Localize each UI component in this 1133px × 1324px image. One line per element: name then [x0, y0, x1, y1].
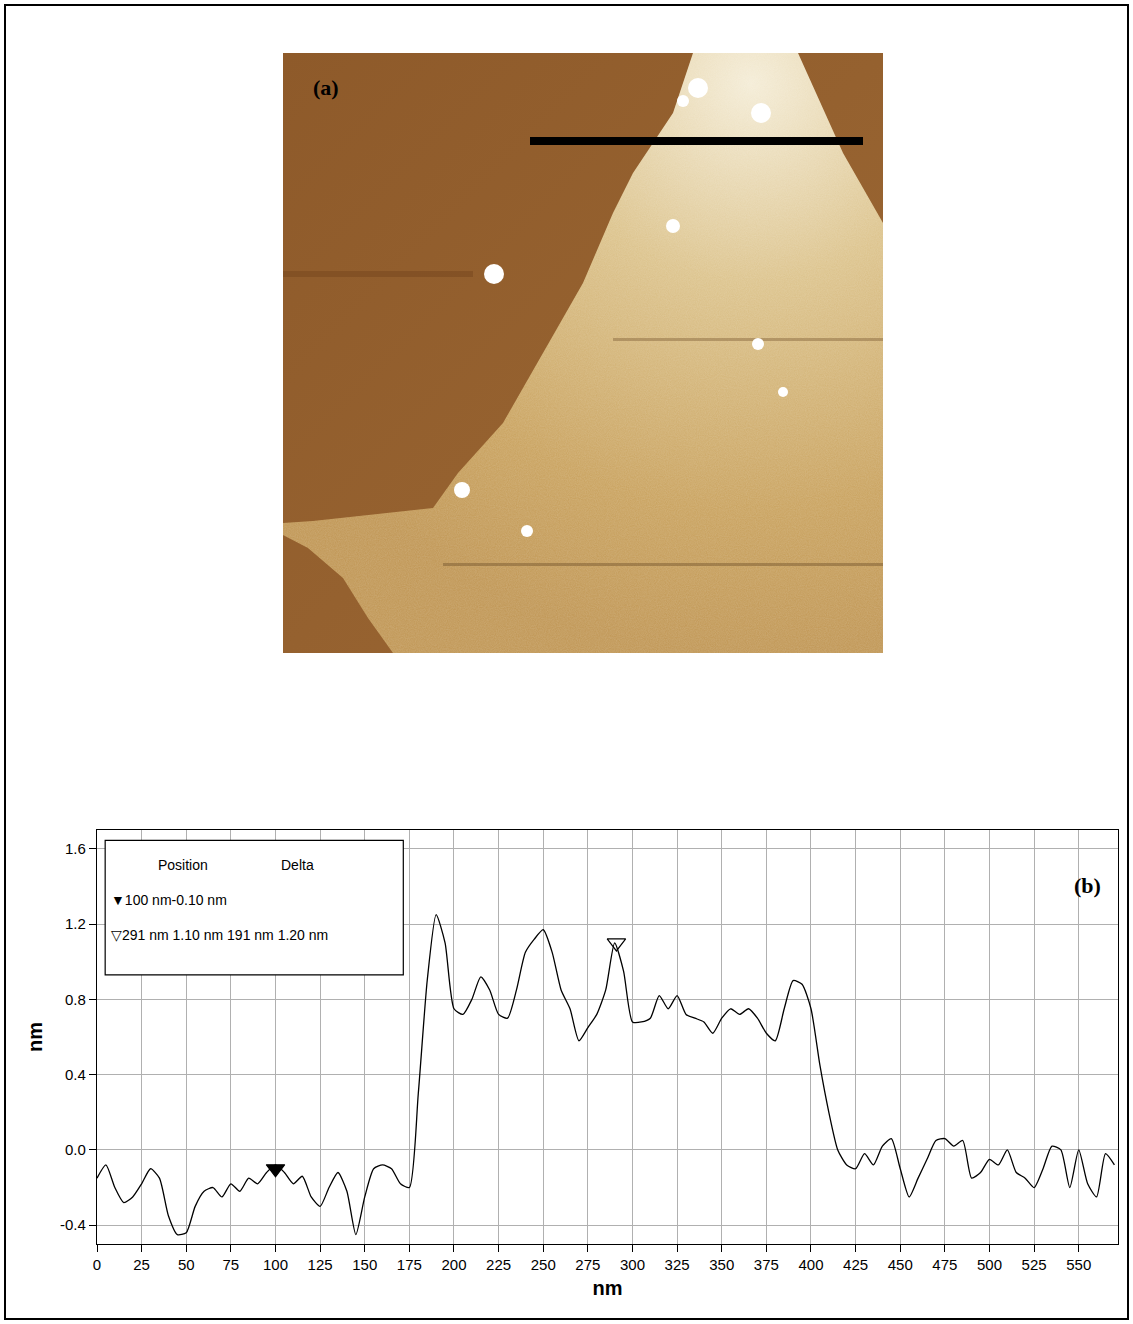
svg-text:nm: nm — [593, 1277, 623, 1299]
svg-text:0: 0 — [93, 1256, 101, 1273]
svg-text:50: 50 — [178, 1256, 195, 1273]
svg-text:475: 475 — [932, 1256, 957, 1273]
svg-text:550: 550 — [1066, 1256, 1091, 1273]
svg-text:(a): (a) — [313, 75, 339, 100]
svg-text:150: 150 — [352, 1256, 377, 1273]
svg-text:0.4: 0.4 — [65, 1066, 86, 1083]
svg-text:-0.4: -0.4 — [60, 1216, 86, 1233]
svg-text:225: 225 — [486, 1256, 511, 1273]
svg-text:125: 125 — [308, 1256, 333, 1273]
svg-text:1.6: 1.6 — [65, 840, 86, 857]
svg-text:nm: nm — [24, 1022, 46, 1052]
svg-text:525: 525 — [1022, 1256, 1047, 1273]
svg-text:0.8: 0.8 — [65, 991, 86, 1008]
svg-text:450: 450 — [888, 1256, 913, 1273]
svg-text:100: 100 — [263, 1256, 288, 1273]
svg-text:0.0: 0.0 — [65, 1141, 86, 1158]
svg-text:250: 250 — [531, 1256, 556, 1273]
svg-text:Position: Position — [158, 857, 208, 873]
svg-text:1.2: 1.2 — [65, 915, 86, 932]
svg-text:(b): (b) — [1074, 873, 1101, 898]
svg-text:200: 200 — [441, 1256, 466, 1273]
svg-text:Delta: Delta — [281, 857, 314, 873]
svg-text:375: 375 — [754, 1256, 779, 1273]
svg-text:25: 25 — [133, 1256, 150, 1273]
svg-text:275: 275 — [575, 1256, 600, 1273]
svg-text:325: 325 — [665, 1256, 690, 1273]
svg-text:425: 425 — [843, 1256, 868, 1273]
svg-text:350: 350 — [709, 1256, 734, 1273]
svg-text:75: 75 — [223, 1256, 240, 1273]
svg-text:500: 500 — [977, 1256, 1002, 1273]
svg-text:400: 400 — [798, 1256, 823, 1273]
svg-text:▽291 nm 1.10 nm 191 nm 1.20 nm: ▽291 nm 1.10 nm 191 nm 1.20 nm — [111, 927, 328, 943]
svg-text:175: 175 — [397, 1256, 422, 1273]
svg-text:▼100 nm-0.10 nm: ▼100 nm-0.10 nm — [111, 892, 227, 908]
svg-text:300: 300 — [620, 1256, 645, 1273]
